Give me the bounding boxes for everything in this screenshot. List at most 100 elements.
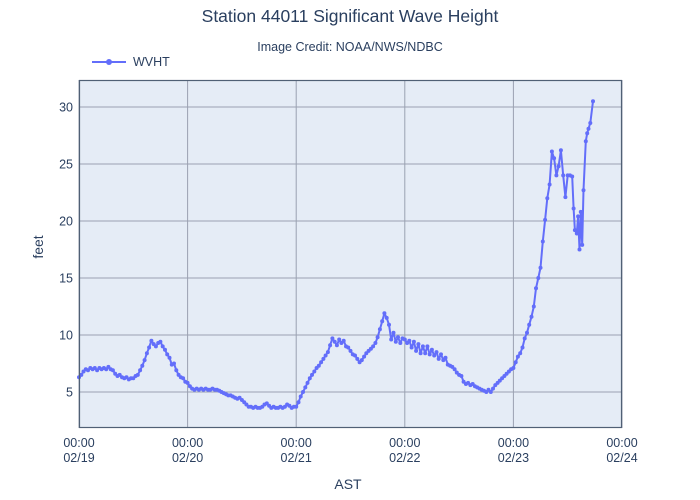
legend-item-wvht[interactable]: WVHT [91,55,170,69]
data-point-marker [153,344,158,349]
data-point-marker [305,380,310,385]
data-point-marker [334,343,339,348]
data-point-marker [591,99,595,104]
plot-frame [78,79,623,429]
data-point-marker [158,339,163,344]
data-point-marker [585,131,590,136]
data-point-marker [387,322,391,327]
data-point-marker [303,385,308,390]
data-point-marker [513,360,518,365]
y-axis-tick-labels: 5 10 15 20 25 30 [59,101,73,400]
data-point-marker [527,322,532,327]
data-point-marker [348,348,353,353]
data-point-marker [142,358,147,363]
y-axis-title: feet [30,235,46,259]
data-point-marker [443,355,448,360]
data-point-marker [534,286,538,291]
data-point-marker [543,217,548,222]
data-point-marker [362,354,367,359]
data-point-marker [144,351,149,356]
data-point-marker [294,404,299,409]
legend-label: WVHT [133,55,170,69]
x-axis-title: AST [334,476,362,492]
data-point-marker [310,372,314,377]
y-tick-label: 25 [59,158,73,172]
data-point-marker [185,380,190,385]
data-point-marker [434,350,439,355]
data-point-marker [181,376,186,381]
data-point-marker [307,376,312,381]
data-point-marker [520,345,525,350]
x-tick-time: 00:00 [606,436,637,450]
data-point-marker [174,368,179,373]
x-tick-time: 00:00 [498,436,529,450]
data-point-marker [518,351,523,356]
data-point-marker [529,314,534,319]
data-point-marker [138,368,143,373]
data-point-marker [459,374,464,378]
data-point-marker [337,337,342,342]
data-point-marker [427,352,432,357]
x-tick-date: 02/20 [172,451,203,465]
x-tick-date: 02/21 [281,451,312,465]
data-point-marker [531,304,536,309]
data-point-marker [298,394,303,399]
plot-background [79,80,622,428]
data-point-marker [149,338,154,343]
wvht-series [77,99,595,410]
data-point-marker [330,336,335,341]
data-point-marker [570,174,575,179]
data-point-marker [522,336,527,341]
data-point-marker [554,173,559,178]
data-point-marker [525,330,529,335]
legend-line-sample [92,59,126,65]
data-point-marker [79,372,84,377]
data-point-marker [147,345,152,350]
chart-title: Station 44011 Significant Wave Height [201,6,499,26]
data-point-marker [373,341,378,345]
data-point-marker [140,363,145,368]
data-point-marker [316,363,321,368]
data-point-marker [346,345,351,350]
chart-subtitle: Image Credit: NOAA/NWS/NDBC [257,40,443,54]
data-point-marker [558,148,563,153]
data-point-marker [110,368,115,373]
data-point-marker [172,361,176,366]
data-point-marker [577,247,582,252]
data-point-marker [491,386,495,391]
data-point-marker [581,188,586,193]
data-point-marker [167,355,172,360]
data-point-marker [389,337,394,342]
data-point-marker [407,338,412,343]
data-point-marker [452,367,457,372]
wvht-line [78,100,594,409]
data-point-marker [563,195,568,200]
data-point-marker [488,390,493,394]
data-point-marker [418,351,423,356]
x-tick-date: 02/19 [63,451,94,465]
data-point-marker [312,369,317,374]
data-point-marker [402,337,407,342]
data-point-marker [409,345,414,350]
data-point-marker [416,342,421,347]
x-tick-time: 00:00 [172,436,203,450]
x-tick-date: 02/22 [389,451,420,465]
data-point-marker [375,335,380,340]
data-point-marker [538,265,543,270]
data-point-marker [384,315,389,320]
x-tick-time: 00:00 [63,436,94,450]
data-point-marker [420,344,425,349]
data-point-marker [552,156,557,161]
data-point-marker [163,347,167,352]
data-point-marker [429,347,434,352]
data-point-marker [547,182,552,187]
data-point-marker [536,276,541,280]
data-point-marker [561,173,566,178]
data-point-marker [398,341,403,345]
data-point-marker [586,126,591,131]
data-point-marker [578,209,583,214]
data-point-marker [332,339,337,344]
data-point-marker [323,353,328,358]
